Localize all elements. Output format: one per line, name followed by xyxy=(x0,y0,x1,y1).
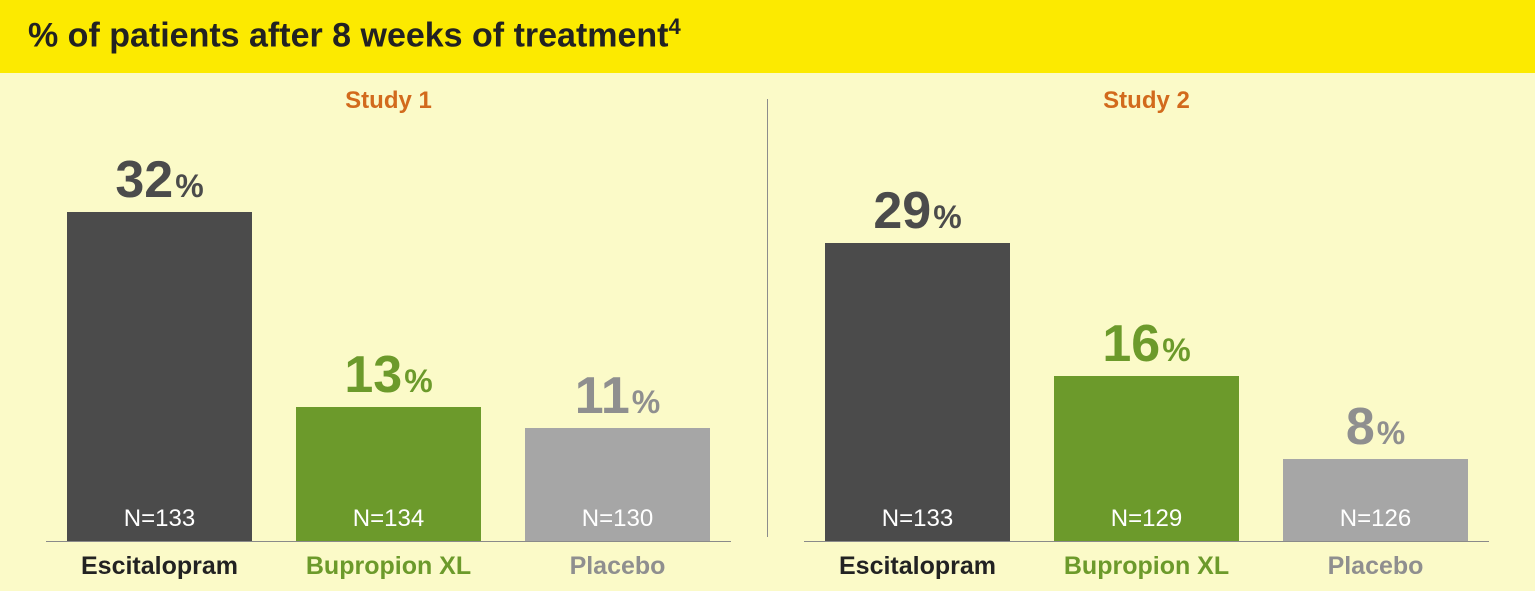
bar-value-label: 16% xyxy=(1102,318,1190,370)
category-label: Bupropion XL xyxy=(296,552,481,581)
bar-n-label: N=133 xyxy=(825,505,1010,533)
bar-wrap: 11% N=130 xyxy=(525,370,710,541)
bar: N=129 xyxy=(1054,376,1239,541)
bars-area: 29% N=133 16% N=129 8% N=126 xyxy=(804,121,1489,542)
category-labels: Escitalopram Bupropion XL Placebo xyxy=(804,552,1489,581)
category-label: Placebo xyxy=(525,552,710,581)
panel-title: Study 2 xyxy=(804,87,1489,115)
bar-value-label: 13% xyxy=(344,349,432,401)
bar: N=134 xyxy=(296,407,481,541)
chart-title-text: % of patients after 8 weeks of treatment xyxy=(28,16,669,54)
bar-wrap: 8% N=126 xyxy=(1283,401,1468,541)
bar-wrap: 32% N=133 xyxy=(67,154,252,541)
bar-wrap: 16% N=129 xyxy=(1054,318,1239,541)
bar-n-label: N=134 xyxy=(296,505,481,533)
bar-wrap: 29% N=133 xyxy=(825,185,1010,541)
bar: N=126 xyxy=(1283,459,1468,541)
chart-panel: Study 1 32% N=133 13% N=134 11% N=130 Escitalop… xyxy=(10,87,767,581)
bar-value-label: 29% xyxy=(873,185,961,237)
bar-value-label: 32% xyxy=(115,154,203,206)
chart-title: % of patients after 8 weeks of treatment… xyxy=(28,14,1507,55)
bar-n-label: N=129 xyxy=(1054,505,1239,533)
chart-panel: Study 2 29% N=133 16% N=129 8% N=126 Escitalopr… xyxy=(768,87,1525,581)
category-labels: Escitalopram Bupropion XL Placebo xyxy=(46,552,731,581)
bars-area: 32% N=133 13% N=134 11% N=130 xyxy=(46,121,731,542)
bar-value-label: 11% xyxy=(575,370,660,422)
category-label: Bupropion XL xyxy=(1054,552,1239,581)
category-label: Escitalopram xyxy=(67,552,252,581)
chart-title-sup: 4 xyxy=(669,14,681,39)
bar-n-label: N=130 xyxy=(525,505,710,533)
bar-n-label: N=133 xyxy=(67,505,252,533)
bar-wrap: 13% N=134 xyxy=(296,349,481,541)
category-label: Escitalopram xyxy=(825,552,1010,581)
panel-title: Study 1 xyxy=(46,87,731,115)
category-label: Placebo xyxy=(1283,552,1468,581)
charts-container: Study 1 32% N=133 13% N=134 11% N=130 Escitalop… xyxy=(0,73,1535,591)
bar: N=133 xyxy=(825,243,1010,541)
bar: N=133 xyxy=(67,212,252,541)
bar-n-label: N=126 xyxy=(1283,505,1468,533)
bar: N=130 xyxy=(525,428,710,541)
bar-value-label: 8% xyxy=(1346,401,1405,453)
chart-header: % of patients after 8 weeks of treatment… xyxy=(0,0,1535,73)
